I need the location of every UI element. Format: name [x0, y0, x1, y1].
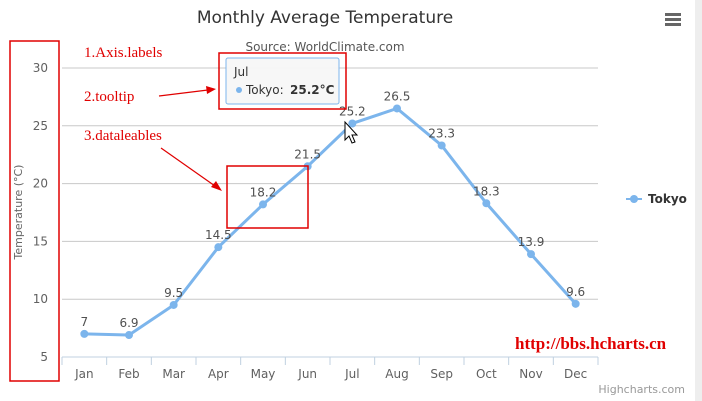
tooltip-header: Jul: [233, 65, 248, 79]
data-label: 18.2: [250, 185, 277, 199]
x-tick-label: May: [251, 367, 276, 381]
data-label: 26.5: [384, 89, 411, 103]
y-tick-label: 5: [40, 350, 48, 364]
annotation-tooltip: 2.tooltip: [84, 89, 134, 105]
data-point-apr[interactable]: [214, 243, 223, 252]
legend-item-tokyo[interactable]: Tokyo: [626, 192, 687, 206]
x-tick-label: Aug: [385, 367, 408, 381]
data-point-mar[interactable]: [169, 300, 178, 309]
chart-title: Monthly Average Temperature: [197, 8, 453, 28]
x-tick-label: Oct: [476, 367, 497, 381]
y-axis-title: Temperature (°C): [12, 165, 25, 261]
legend-label: Tokyo: [648, 192, 687, 206]
data-label: 9.5: [164, 286, 183, 300]
x-tick-label: Jul: [344, 367, 359, 381]
x-tick-label: Nov: [519, 367, 542, 381]
x-tick-label: Dec: [564, 367, 587, 381]
x-tick-label: Feb: [118, 367, 139, 381]
data-point-dec[interactable]: [571, 299, 580, 308]
data-point-jan[interactable]: [80, 329, 89, 338]
mouse-cursor-icon: [344, 120, 359, 144]
data-label: 6.9: [119, 316, 138, 330]
data-point-feb[interactable]: [125, 331, 133, 340]
data-label: 7: [81, 315, 89, 329]
data-point-may[interactable]: [259, 200, 267, 209]
data-point-jul[interactable]: [348, 119, 357, 128]
y-tick-label: 20: [33, 177, 48, 191]
data-label: 13.9: [518, 235, 545, 249]
x-tick-label: Mar: [162, 367, 185, 381]
data-label: 25.2: [339, 104, 366, 118]
x-tick-label: Jun: [297, 367, 317, 381]
annotation-datalabels: 3.dataleables: [84, 128, 162, 144]
y-tick-label: 10: [33, 292, 48, 306]
scrollbar[interactable]: [695, 0, 702, 401]
annotations: 1.Axis.labels 2.tooltip 3.dataleables ht…: [9, 40, 667, 382]
tooltip-series: Tokyo:: [245, 83, 284, 97]
x-tick-label: Apr: [208, 367, 229, 381]
data-point-sep[interactable]: [437, 141, 446, 150]
y-tick-label: 30: [33, 61, 48, 75]
hamburger-menu-icon: [665, 13, 681, 16]
annotation-axis-labels: 1.Axis.labels: [84, 45, 162, 61]
data-point-oct[interactable]: [482, 199, 491, 208]
data-point-nov[interactable]: [527, 250, 535, 259]
x-tick-label: Sep: [430, 367, 453, 381]
watermark-text: http://bbs.hcharts.cn: [515, 334, 667, 353]
y-tick-label: 25: [33, 119, 48, 133]
data-label: 14.5: [205, 228, 232, 242]
credits-link[interactable]: Highcharts.com: [598, 383, 685, 396]
legend-marker: [630, 195, 638, 203]
chart-subtitle: Source: WorldClimate.com: [245, 40, 404, 54]
data-label: 9.6: [566, 285, 585, 299]
x-tick-label: Jan: [74, 367, 94, 381]
menu-button[interactable]: [665, 13, 681, 26]
series-line-tokyo: [84, 106, 577, 337]
tooltip-value: 25.2°C: [290, 83, 335, 97]
data-label: 23.3: [428, 126, 455, 140]
tooltip: Jul Tokyo: 25.2°C: [225, 57, 340, 105]
data-label: 18.3: [473, 184, 500, 198]
data-point-aug[interactable]: [393, 104, 401, 113]
y-tick-label: 15: [33, 234, 48, 248]
data-label: 21.5: [294, 147, 321, 161]
